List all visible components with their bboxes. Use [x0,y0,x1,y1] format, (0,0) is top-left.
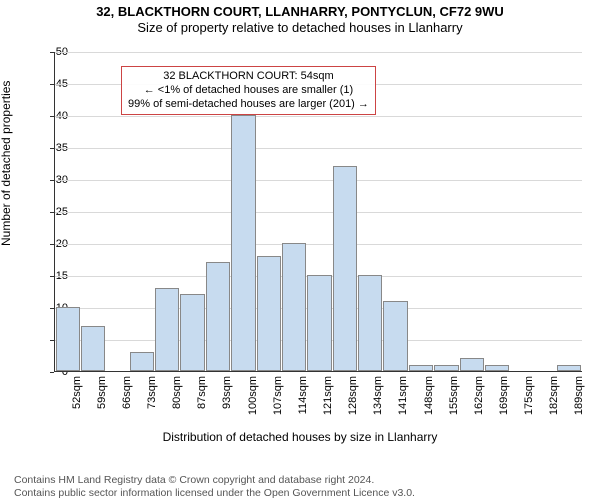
x-tick-label: 87sqm [196,376,208,409]
footer-attribution: Contains HM Land Registry data © Crown c… [14,474,415,500]
page-subtitle: Size of property relative to detached ho… [0,20,600,35]
y-tick-mark [50,372,54,373]
x-tick-label: 128sqm [347,376,359,415]
annotation-line: 99% of semi-detached houses are larger (… [128,98,369,112]
y-axis-label: Number of detached properties [0,81,13,246]
histogram-bar [257,256,281,371]
x-tick-label: 148sqm [423,376,435,415]
x-tick-label: 155sqm [448,376,460,415]
x-tick-label: 73sqm [146,376,158,409]
histogram-bar [282,243,306,371]
histogram-bar [409,365,433,371]
histogram-bar [180,294,204,371]
x-tick-label: 52sqm [71,376,83,409]
histogram-bar [206,262,230,371]
histogram-bar [358,275,382,371]
histogram-bar [231,115,255,371]
page-title: 32, BLACKTHORN COURT, LLANHARRY, PONTYCL… [0,4,600,19]
annotation-line: 32 BLACKTHORN COURT: 54sqm [128,70,369,84]
x-axis-label: Distribution of detached houses by size … [0,430,600,444]
x-tick-label: 93sqm [221,376,233,409]
histogram-bar [81,326,105,371]
histogram-bar [333,166,357,371]
x-tick-label: 162sqm [473,376,485,415]
histogram-bar [155,288,179,371]
x-tick-label: 141sqm [397,376,409,415]
histogram-bar [130,352,154,371]
x-tick-label: 175sqm [523,376,535,415]
footer-line-1: Contains HM Land Registry data © Crown c… [14,474,415,487]
x-tick-label: 169sqm [498,376,510,415]
x-tick-label: 100sqm [247,376,259,415]
x-tick-label: 59sqm [96,376,108,409]
annotation-line: ← <1% of detached houses are smaller (1) [128,84,369,98]
histogram-bar [485,365,509,371]
annotation-box: 32 BLACKTHORN COURT: 54sqm← <1% of detac… [121,66,376,115]
x-tick-label: 80sqm [171,376,183,409]
histogram-bar [307,275,331,371]
histogram-bar [434,365,458,371]
x-tick-label: 107sqm [272,376,284,415]
x-tick-label: 182sqm [548,376,560,415]
histogram-bar [383,301,407,371]
x-tick-label: 121sqm [322,376,334,415]
plot-area: 32 BLACKTHORN COURT: 54sqm← <1% of detac… [54,52,582,372]
x-tick-label: 189sqm [573,376,585,415]
histogram-bar [460,358,484,371]
x-tick-label: 66sqm [121,376,133,409]
histogram-bar [56,307,80,371]
x-tick-label: 114sqm [297,376,309,414]
x-tick-label: 134sqm [372,376,384,415]
footer-line-2: Contains public sector information licen… [14,487,415,500]
histogram-bar [557,365,581,371]
chart-container: Number of detached properties 0510152025… [0,46,600,446]
